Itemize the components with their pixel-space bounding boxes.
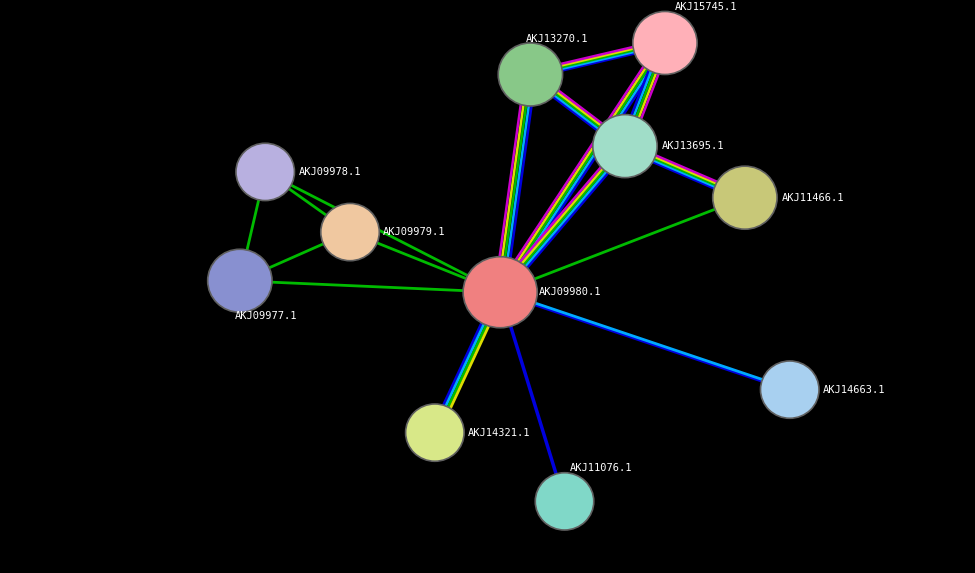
Ellipse shape xyxy=(498,43,563,106)
Text: AKJ14321.1: AKJ14321.1 xyxy=(468,427,530,438)
Text: AKJ09980.1: AKJ09980.1 xyxy=(539,287,602,297)
Ellipse shape xyxy=(593,115,657,178)
Ellipse shape xyxy=(535,473,594,530)
Text: AKJ15745.1: AKJ15745.1 xyxy=(675,2,737,13)
Text: AKJ09979.1: AKJ09979.1 xyxy=(383,227,446,237)
Text: AKJ13270.1: AKJ13270.1 xyxy=(526,34,588,44)
Ellipse shape xyxy=(236,143,294,201)
Ellipse shape xyxy=(463,257,537,328)
Text: AKJ09977.1: AKJ09977.1 xyxy=(235,311,297,321)
Ellipse shape xyxy=(208,249,272,312)
Ellipse shape xyxy=(321,203,379,261)
Text: AKJ13695.1: AKJ13695.1 xyxy=(662,141,724,151)
Ellipse shape xyxy=(406,404,464,461)
Text: AKJ11466.1: AKJ11466.1 xyxy=(782,193,844,203)
Text: AKJ11076.1: AKJ11076.1 xyxy=(569,463,632,473)
Ellipse shape xyxy=(633,11,697,74)
Text: AKJ14663.1: AKJ14663.1 xyxy=(823,384,885,395)
Text: AKJ09978.1: AKJ09978.1 xyxy=(298,167,361,177)
Ellipse shape xyxy=(760,361,819,418)
Ellipse shape xyxy=(713,166,777,229)
